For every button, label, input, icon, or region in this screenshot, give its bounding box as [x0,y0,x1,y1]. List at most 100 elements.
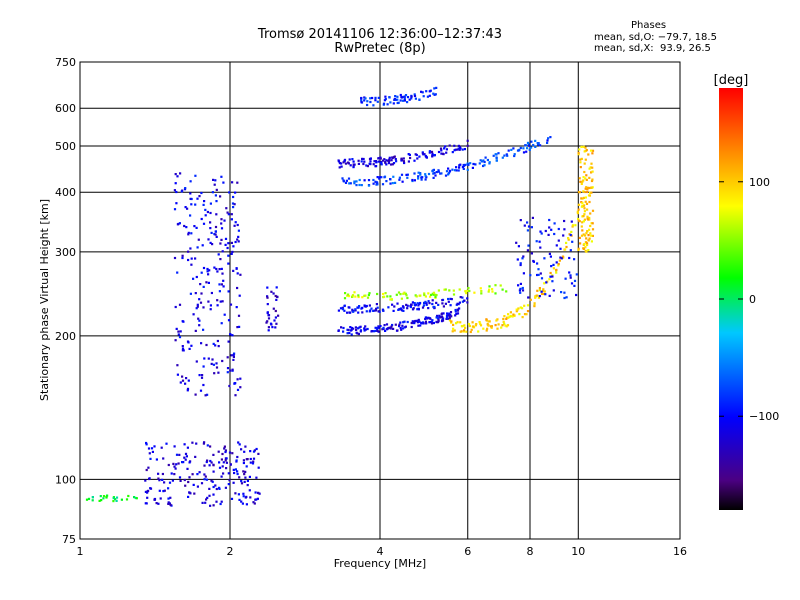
data-point [275,322,278,325]
data-point [374,99,377,102]
data-point [343,160,346,163]
data-point [569,274,572,277]
data-point [376,100,379,103]
data-point [473,291,476,294]
data-point [271,326,274,329]
data-point [347,293,350,296]
data-point [588,216,591,220]
data-point [360,101,363,104]
data-point [360,97,363,100]
data-point [340,326,343,329]
data-point [212,453,215,456]
data-point [394,158,397,161]
data-point [523,224,526,227]
data-point [360,99,363,102]
data-point [378,176,381,179]
data-point [198,319,201,322]
data-point [145,502,148,505]
data-point [337,329,340,332]
data-point [425,316,428,319]
data-point [486,158,489,162]
data-point [461,148,464,151]
data-point [163,481,166,484]
data-point [229,303,233,306]
data-point [218,466,222,469]
data-point [354,308,357,311]
data-point [418,98,421,101]
data-point [207,238,210,241]
data-point [502,317,505,321]
data-point [216,304,219,307]
data-point [236,455,239,459]
data-point [270,290,273,293]
chart-title: Tromsø 20141106 12:36:00–12:37:43 RwPret… [230,28,530,56]
data-point [251,462,255,465]
data-point [236,223,239,227]
data-point [176,271,179,274]
data-point [377,96,380,99]
data-point [198,324,201,327]
data-point [462,167,465,170]
data-point [357,332,360,336]
data-point [585,149,588,152]
data-point [190,257,193,260]
data-point [255,447,258,451]
data-point [220,283,223,286]
data-point [176,175,179,178]
data-point [399,293,402,296]
data-point [174,467,177,470]
data-point [517,284,520,287]
data-point [212,342,215,345]
data-point [387,162,390,165]
data-point [340,165,343,168]
data-point [228,191,231,194]
data-point [378,177,381,180]
data-point [237,493,240,496]
data-point [205,460,208,464]
data-point [272,292,275,295]
data-point [91,499,94,502]
data-point [428,321,431,324]
data-point [402,95,405,99]
data-point [383,295,386,298]
data-point [211,480,214,483]
data-point [181,347,185,350]
data-point [515,241,518,244]
data-point [420,90,423,93]
data-point [478,162,481,165]
data-point [274,316,277,319]
data-point [485,329,488,332]
data-point [460,330,463,333]
data-point [357,295,360,299]
data-point [215,267,218,271]
data-point [197,317,200,320]
data-point [565,245,568,249]
data-point [581,229,584,232]
data-point [204,208,207,211]
data-point [530,252,533,255]
data-point [579,166,582,169]
data-point [458,166,461,169]
data-point [528,144,531,147]
data-point [392,175,395,178]
data-point [374,326,377,329]
data-point [517,149,520,152]
data-point [428,94,431,97]
data-point [206,444,209,447]
data-point [586,215,589,218]
data-point [442,305,445,308]
data-point [455,322,458,325]
data-point [209,221,212,224]
data-point [582,215,585,218]
data-point [374,160,377,163]
data-point [87,497,91,500]
data-point [547,137,550,140]
data-point [348,311,351,314]
data-point [230,241,233,244]
data-point [376,329,379,332]
data-point [409,156,412,160]
data-point [453,169,457,172]
data-point [422,95,425,98]
data-point [342,330,345,333]
data-point [494,292,497,295]
